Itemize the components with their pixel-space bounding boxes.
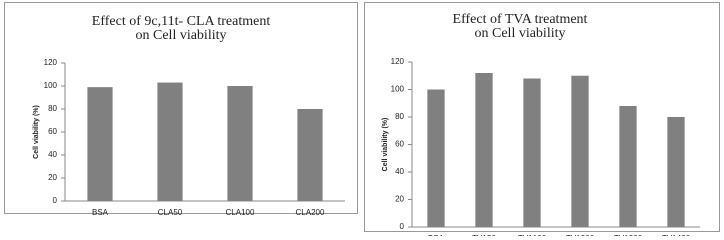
x-tick-label: BSA	[92, 208, 109, 217]
x-tick-label: TVA300	[614, 234, 643, 236]
y-tick-label: 100	[391, 85, 405, 94]
x-tick-label: CLA50	[158, 208, 183, 217]
chart-title: Effect of 9c,11t- CLA treatment	[92, 14, 271, 29]
y-tick-label: 40	[48, 150, 57, 159]
bar	[571, 75, 589, 227]
bar	[297, 109, 323, 201]
y-tick-label: 60	[48, 127, 57, 136]
panel-frame	[364, 2, 720, 232]
bar	[667, 117, 685, 227]
y-tick-label: 100	[44, 81, 58, 90]
chart-title: Effect of TVA treatment	[453, 12, 588, 27]
x-tick-label: CLA200	[296, 208, 325, 217]
y-axis-label: Cell viability (%)	[382, 118, 389, 172]
bar	[619, 106, 637, 227]
bar	[87, 87, 113, 201]
bar	[475, 73, 493, 227]
x-tick-label: TVA100	[518, 234, 547, 236]
y-tick-label: 80	[48, 104, 57, 113]
bar	[157, 82, 183, 201]
x-tick-label: TVA50	[472, 234, 496, 236]
y-tick-label: 120	[44, 58, 58, 67]
x-tick-label: BSA	[428, 234, 445, 236]
y-tick-label: 80	[395, 112, 404, 121]
x-tick-label: CLA100	[226, 208, 255, 217]
y-tick-label: 40	[395, 167, 404, 176]
y-tick-label: 0	[53, 196, 58, 205]
x-tick-label: TVA400	[662, 234, 691, 236]
y-tick-label: 20	[395, 195, 404, 204]
chart-title: on Cell viability	[136, 28, 227, 43]
bar	[227, 86, 253, 201]
y-tick-label: 0	[400, 222, 405, 231]
chart-title: on Cell viability	[475, 26, 566, 41]
x-tick-label: TVA200	[566, 234, 595, 236]
y-axis-label: Cell viability (%)	[33, 105, 40, 159]
y-tick-label: 60	[395, 140, 404, 149]
bar	[427, 89, 445, 227]
y-tick-label: 120	[391, 57, 405, 66]
y-tick-label: 20	[48, 173, 57, 182]
bar	[523, 78, 541, 227]
